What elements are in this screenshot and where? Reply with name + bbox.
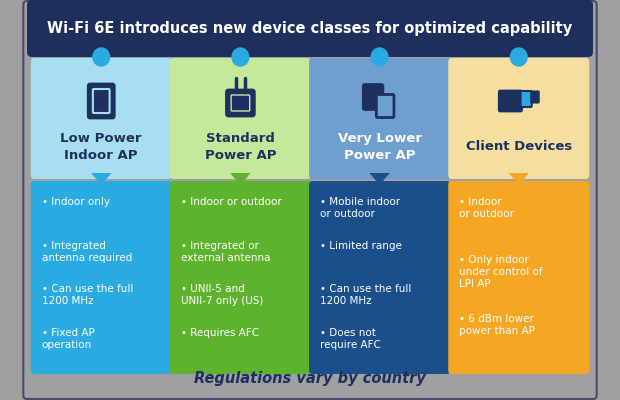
Circle shape xyxy=(232,48,249,66)
Polygon shape xyxy=(230,173,250,185)
FancyBboxPatch shape xyxy=(231,95,250,111)
FancyBboxPatch shape xyxy=(31,181,172,374)
FancyBboxPatch shape xyxy=(88,84,114,118)
Text: Standard
Power AP: Standard Power AP xyxy=(205,132,276,162)
Text: Low Power
Indoor AP: Low Power Indoor AP xyxy=(61,132,142,162)
Text: Wi-Fi 6E introduces new device classes for optimized capability: Wi-Fi 6E introduces new device classes f… xyxy=(47,20,573,36)
FancyBboxPatch shape xyxy=(521,91,532,107)
FancyBboxPatch shape xyxy=(93,89,110,113)
FancyBboxPatch shape xyxy=(24,1,596,399)
Text: • Mobile indoor
or outdoor: • Mobile indoor or outdoor xyxy=(320,197,401,219)
Text: Very Lower
Power AP: Very Lower Power AP xyxy=(337,132,422,162)
Circle shape xyxy=(510,48,527,66)
FancyBboxPatch shape xyxy=(226,90,254,116)
FancyBboxPatch shape xyxy=(170,181,311,374)
Polygon shape xyxy=(508,173,529,185)
Text: • Can use the full
1200 MHz: • Can use the full 1200 MHz xyxy=(42,284,133,306)
FancyBboxPatch shape xyxy=(363,84,383,110)
Text: • Fixed AP
operation: • Fixed AP operation xyxy=(42,328,95,350)
Text: • Integrated
antenna required: • Integrated antenna required xyxy=(42,241,132,263)
Text: • Indoor
or outdoor: • Indoor or outdoor xyxy=(459,197,514,219)
FancyBboxPatch shape xyxy=(170,58,311,179)
Text: Client Devices: Client Devices xyxy=(466,140,572,154)
Text: • Indoor or outdoor: • Indoor or outdoor xyxy=(181,197,281,207)
Text: • UNII-5 and
UNII-7 only (US): • UNII-5 and UNII-7 only (US) xyxy=(181,284,264,306)
FancyBboxPatch shape xyxy=(448,58,589,179)
Text: • Requires AFC: • Requires AFC xyxy=(181,328,259,338)
Polygon shape xyxy=(370,173,390,185)
FancyBboxPatch shape xyxy=(448,181,589,374)
Text: • Only indoor
under control of
LPI AP: • Only indoor under control of LPI AP xyxy=(459,255,543,289)
FancyBboxPatch shape xyxy=(309,181,450,374)
Text: • Can use the full
1200 MHz: • Can use the full 1200 MHz xyxy=(320,284,412,306)
FancyBboxPatch shape xyxy=(309,58,450,179)
Text: • Does not
require AFC: • Does not require AFC xyxy=(320,328,381,350)
Circle shape xyxy=(93,48,110,66)
Text: • 6 dBm lower
power than AP: • 6 dBm lower power than AP xyxy=(459,314,535,336)
Polygon shape xyxy=(91,173,112,185)
Text: • Limited range: • Limited range xyxy=(320,241,402,251)
FancyBboxPatch shape xyxy=(31,58,172,179)
FancyBboxPatch shape xyxy=(376,94,394,118)
Text: • Indoor only: • Indoor only xyxy=(42,197,110,207)
Circle shape xyxy=(371,48,388,66)
Text: Regulations vary by country: Regulations vary by country xyxy=(194,371,426,386)
FancyBboxPatch shape xyxy=(499,91,521,111)
FancyBboxPatch shape xyxy=(27,0,593,57)
FancyBboxPatch shape xyxy=(531,92,539,102)
Text: • Integrated or
external antenna: • Integrated or external antenna xyxy=(181,241,270,263)
